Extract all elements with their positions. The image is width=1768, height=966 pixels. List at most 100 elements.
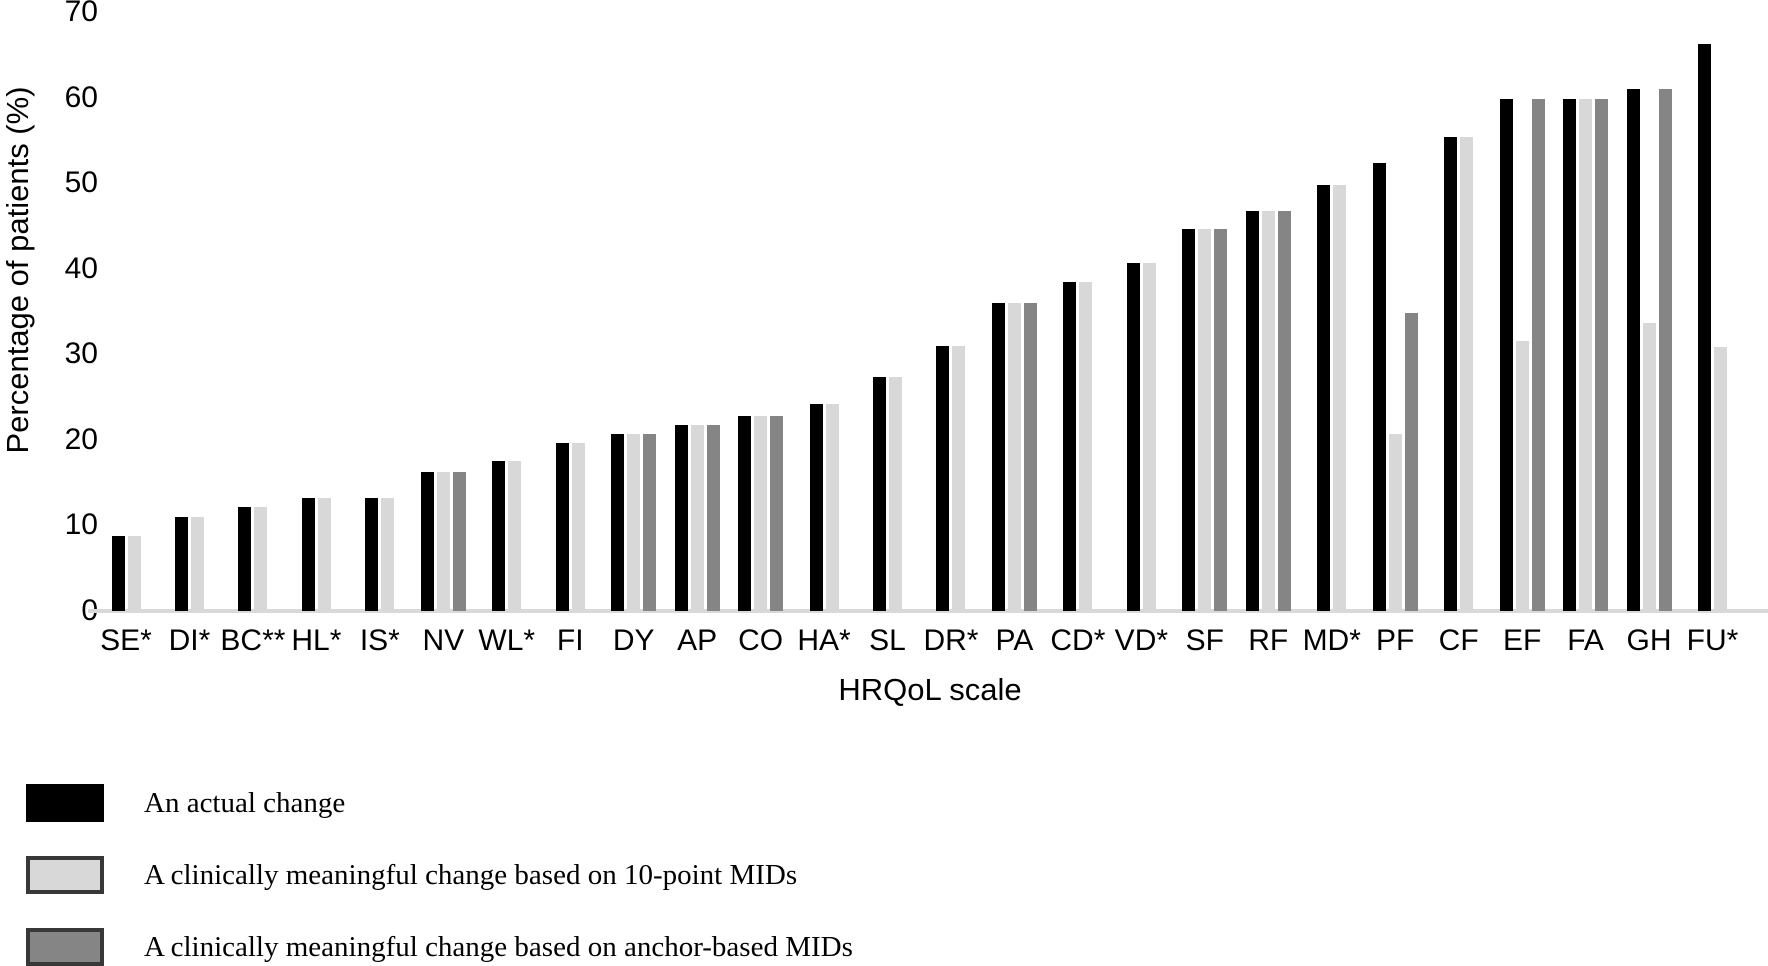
- bar: [873, 377, 887, 611]
- bar: [825, 403, 839, 611]
- y-tick-label: 50: [64, 166, 98, 200]
- bar: [436, 472, 450, 611]
- bar: [690, 425, 704, 611]
- bar: [254, 507, 268, 611]
- x-tick-label: BC**: [220, 624, 286, 657]
- bar: [1182, 229, 1196, 611]
- x-tick-label: DY: [612, 624, 655, 657]
- bar: [420, 472, 434, 611]
- bar: [738, 415, 752, 611]
- y-tick-label: 20: [64, 422, 98, 456]
- bar: [1499, 99, 1513, 611]
- legend-label: An actual change: [144, 786, 346, 819]
- bar: [238, 507, 252, 611]
- bar: [452, 472, 466, 611]
- bar: [754, 415, 768, 611]
- legend-swatch: [26, 784, 104, 822]
- bar: [127, 535, 141, 611]
- bar: [706, 425, 720, 611]
- y-axis-title: Percentage of patients (%): [0, 86, 35, 454]
- bar: [365, 498, 379, 611]
- y-tick-label: 10: [64, 508, 98, 542]
- x-tick-label: WL*: [478, 624, 536, 657]
- legend-label: A clinically meaningful change based on …: [144, 858, 798, 891]
- y-tick-label: 30: [64, 337, 98, 371]
- bar: [301, 498, 315, 611]
- x-tick-label: CD*: [1050, 624, 1106, 657]
- bar: [1126, 262, 1140, 611]
- bar: [991, 302, 1005, 611]
- x-tick-label: DI*: [168, 624, 211, 657]
- bar: [936, 345, 950, 611]
- bar: [1372, 163, 1386, 611]
- legend-row: An actual change: [26, 781, 345, 825]
- bar: [1531, 99, 1545, 611]
- bar: [555, 443, 569, 611]
- x-tick-label: CF: [1438, 624, 1479, 657]
- x-tick-label: VD*: [1114, 624, 1169, 657]
- bar: [111, 535, 125, 611]
- bar: [1007, 302, 1021, 611]
- x-tick-label: CO: [738, 624, 784, 657]
- bar: [571, 443, 585, 611]
- legend-label: A clinically meaningful change based on …: [144, 930, 853, 963]
- bar: [1658, 89, 1672, 611]
- x-tick-label: DR*: [923, 624, 979, 657]
- x-tick-label: RF: [1248, 624, 1289, 657]
- x-tick-label: SF: [1185, 624, 1224, 657]
- x-axis-line: [88, 609, 1768, 613]
- x-tick-label: IS*: [359, 624, 400, 657]
- legend-swatch: [26, 928, 104, 966]
- bar: [1595, 99, 1609, 611]
- bar: [317, 498, 331, 611]
- legend-swatch: [26, 856, 104, 894]
- x-tick-label: EF: [1502, 624, 1542, 657]
- bar: [1261, 211, 1275, 611]
- x-tick-label: PA: [995, 624, 1034, 657]
- bar: [809, 403, 823, 611]
- x-tick-label: SL: [869, 624, 906, 657]
- bar: [508, 461, 522, 611]
- x-tick-label: PF: [1376, 624, 1415, 657]
- y-tick-label: 60: [64, 80, 98, 114]
- x-tick-label: GH: [1626, 624, 1672, 657]
- bar: [1444, 136, 1458, 611]
- x-axis-title: HRQoL scale: [838, 672, 1022, 707]
- bar: [674, 425, 688, 611]
- bar: [1063, 281, 1077, 611]
- bar: [492, 461, 506, 611]
- bar: [1142, 262, 1156, 611]
- x-tick-label: FA: [1567, 624, 1604, 657]
- bar: [1404, 313, 1418, 611]
- y-tick-label: 70: [64, 0, 98, 28]
- bar: [1563, 99, 1577, 611]
- bar: [1214, 229, 1228, 611]
- bar: [770, 415, 784, 611]
- bar: [1198, 229, 1212, 611]
- bar: [1023, 302, 1037, 611]
- bar: [1079, 281, 1093, 611]
- x-tick-label: FU*: [1686, 624, 1739, 657]
- x-tick-label: FI: [556, 624, 584, 657]
- bar: [611, 433, 625, 611]
- bar: [952, 345, 966, 611]
- bar: [1277, 211, 1291, 611]
- bar: [1460, 136, 1474, 611]
- legend-row: A clinically meaningful change based on …: [26, 925, 853, 966]
- bar: [381, 498, 395, 611]
- bar: [1317, 184, 1331, 611]
- bar: [1579, 99, 1593, 611]
- bar: [1698, 43, 1711, 611]
- y-tick-label: 40: [64, 251, 98, 285]
- legend-row: A clinically meaningful change based on …: [26, 853, 797, 897]
- bar: [190, 516, 204, 611]
- bar: [1245, 211, 1259, 611]
- bar: [643, 433, 657, 611]
- x-tick-label: MD*: [1302, 624, 1361, 657]
- bar: [1714, 347, 1727, 611]
- bar: [1333, 184, 1347, 611]
- bar: [1515, 341, 1529, 611]
- bar: [1626, 89, 1640, 611]
- bar: [627, 433, 641, 611]
